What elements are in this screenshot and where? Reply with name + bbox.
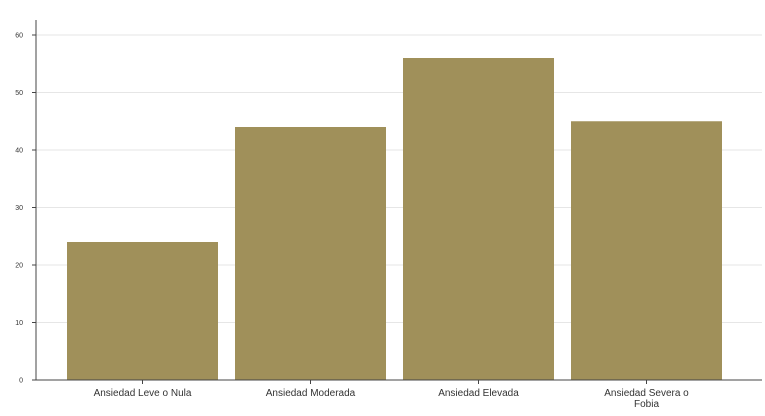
- y-tick-label: 10: [15, 320, 23, 327]
- axes: [35, 20, 762, 381]
- x-tick-label: Ansiedad Elevada: [438, 388, 519, 399]
- x-tick-labels: Ansiedad Leve o Nula Ansiedad Moderada Ans…: [94, 380, 689, 410]
- y-tick-label: 40: [15, 148, 23, 155]
- y-tick-label: 30: [15, 205, 23, 212]
- bar: [403, 58, 554, 380]
- y-tick-label: 0: [19, 378, 23, 385]
- y-tick-label: 60: [15, 33, 23, 40]
- y-tick-label: 50: [15, 90, 23, 97]
- y-tick-labels: 0 10 20 30 40 50 60: [15, 33, 36, 385]
- y-tick-label: 20: [15, 263, 23, 270]
- bar: [571, 121, 722, 380]
- x-tick-label: Ansiedad Severa o Fobia: [604, 388, 689, 410]
- bar: [235, 127, 386, 380]
- x-tick-label: Ansiedad Leve o Nula: [94, 388, 192, 399]
- bar: [67, 242, 218, 380]
- bars: [67, 58, 722, 380]
- x-tick-label: Ansiedad Moderada: [266, 388, 356, 399]
